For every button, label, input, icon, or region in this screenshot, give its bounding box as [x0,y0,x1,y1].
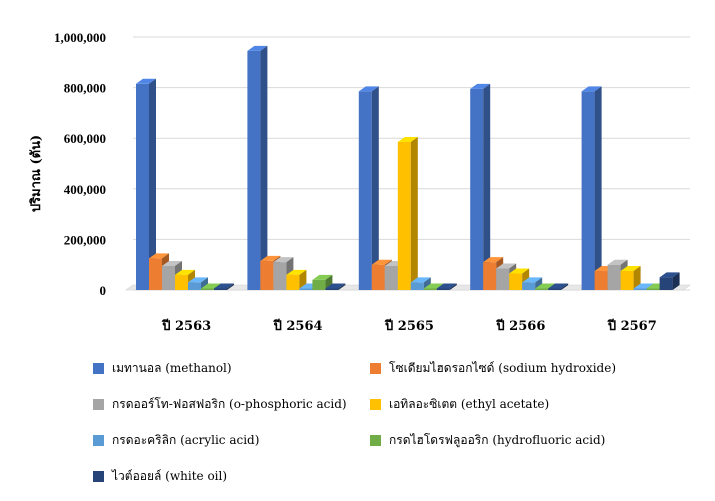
bar [188,277,208,290]
legend-item: โซเดียมไฮดรอกไซด์ (sodium hydroxide) [370,359,616,378]
bar [522,277,543,290]
bar-chart-svg: 0 200,000 400,000 600,000 800,000 1,000,000 ปร… [29,30,691,334]
bar [581,86,602,291]
legend-swatch [93,399,104,410]
legend: เมทานอล (methanol) โซเดียมไฮดรอกไซด์ (sod… [0,350,715,501]
bar [214,283,234,290]
legend-label: ไวต์ออยล์ (white oil) [112,469,228,483]
bar [436,283,457,290]
category-label: ปี 2564 [273,318,323,334]
bar [358,86,379,291]
bar [548,283,569,290]
legend-label: กรดอะคริลิก (acrylic acid) [112,433,260,447]
bar [410,277,431,290]
bar [397,136,418,290]
category-label: ปี 2563 [161,318,211,334]
legend-swatch [370,399,381,410]
legend-swatch [93,363,104,374]
legend-item: กรดไฮโดรฟลูออริก (hydrofluoric acid) [370,431,605,450]
y-tick-label: 400,000 [64,182,106,197]
bar [620,266,641,290]
legend-label: กรดไฮโดรฟลูออริก (hydrofluoric acid) [389,433,606,447]
y-tick-label: 800,000 [64,81,106,96]
bar [659,272,680,290]
chart: 0 200,000 400,000 600,000 800,000 1,000,000 ปร… [29,30,691,334]
bars [136,45,680,291]
category-label: ปี 2566 [495,318,545,334]
legend-item: กรดออร์โท-ฟอสฟอริก (o-phosphoric acid) [93,395,347,414]
legend-item: ไวต์ออยล์ (white oil) [93,467,227,486]
legend-item: เอทิลอะซิเตต (ethyl acetate) [370,395,549,414]
bar [136,78,156,291]
legend-label: โซเดียมไฮดรอกไซด์ (sodium hydroxide) [389,361,617,375]
legend-swatch [93,435,104,446]
legend-swatch [93,471,104,482]
category-label: ปี 2565 [384,318,434,334]
legend-swatch [370,363,381,374]
bar [325,283,346,290]
bar [247,45,268,290]
y-tick-label: 600,000 [64,131,106,146]
legend-label: กรดออร์โท-ฟอสฟอริก (o-phosphoric acid) [112,397,347,411]
y-tick-label: 0 [100,283,107,298]
y-tick-label: 1,000,000 [54,30,106,45]
legend-label: เมทานอล (methanol) [112,361,232,375]
legend-item: เมทานอล (methanol) [93,359,232,378]
category-label: ปี 2567 [607,318,657,334]
legend-label: เอทิลอะซิเตต (ethyl acetate) [389,397,550,411]
legend-swatch [370,435,381,446]
y-axis-label: ปริมาณ (ตัน) [29,135,44,212]
y-tick-label: 200,000 [64,232,106,247]
bar [470,83,491,291]
legend-item: กรดอะคริลิก (acrylic acid) [93,431,259,450]
